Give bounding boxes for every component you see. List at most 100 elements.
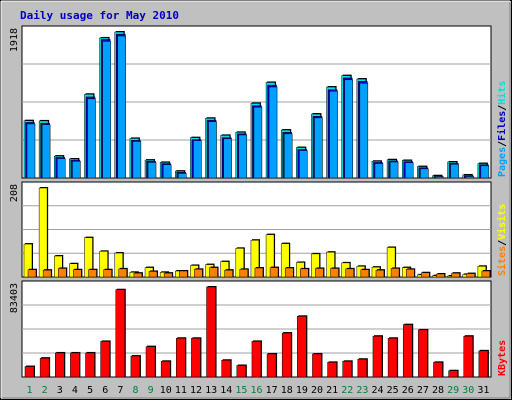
x-label-day-23: 23 — [356, 385, 368, 396]
kbytes-bar-day-27 — [418, 329, 428, 378]
kbytes-bar-day-7 — [115, 289, 126, 378]
pages-bar-day-14 — [223, 138, 232, 179]
kbytes-bar-day-4 — [70, 352, 80, 378]
x-label-day-17: 17 — [266, 385, 278, 396]
sites-bar-day-26 — [405, 269, 415, 278]
sites-bar-day-9 — [148, 271, 158, 278]
panel-0-legend: Pages/Files/Hits — [496, 81, 508, 177]
legend-visits: Visits — [496, 204, 508, 240]
x-label-day-10: 10 — [160, 385, 172, 396]
x-label-day-14: 14 — [220, 385, 232, 396]
kbytes-bar-day-5 — [85, 352, 95, 378]
pages-bar-day-20 — [314, 117, 323, 179]
kbytes-bar-day-20 — [312, 353, 322, 378]
pages-bar-day-5 — [87, 98, 96, 179]
kbytes-bar-day-28 — [433, 362, 443, 378]
pages-bar-day-22 — [344, 79, 353, 179]
pages-bar-day-6 — [102, 41, 111, 179]
kbytes-bar-day-9 — [145, 346, 156, 378]
kbytes-bar-day-18 — [281, 332, 292, 378]
kbytes-bar-day-26 — [402, 324, 413, 378]
kbytes-bar-day-12 — [191, 338, 201, 378]
pages-bar-day-31 — [480, 165, 490, 179]
pages-bar-day-3 — [57, 158, 66, 179]
sites-bar-day-2 — [42, 269, 52, 278]
sites-bar-day-19 — [300, 268, 309, 278]
x-label-day-5: 5 — [87, 385, 93, 396]
x-label-day-19: 19 — [296, 385, 308, 396]
kbytes-bar-day-23 — [357, 358, 368, 378]
sites-bar-day-4 — [73, 269, 82, 278]
legend-separator: / — [497, 240, 508, 246]
sites-bar-day-25 — [390, 268, 400, 278]
kbytes-bar-day-14 — [221, 360, 231, 378]
legend-pages: Pages — [497, 147, 508, 177]
chart-title: Daily usage for May 2010 — [20, 9, 179, 22]
sites-bar-day-12 — [194, 269, 203, 278]
pages-bar-day-18 — [283, 133, 293, 179]
kbytes-bar-day-3 — [55, 352, 65, 378]
sites-bar-day-22 — [345, 268, 354, 278]
pages-bar-day-16 — [253, 106, 263, 179]
panel-2-legend: KBytes — [497, 340, 508, 376]
legend-separator: / — [497, 141, 508, 147]
sites-bar-day-10 — [163, 272, 173, 278]
chart-panels: 1918Pages/Files/Hits208Sites/Visits83403… — [9, 25, 508, 378]
panel-1-ymax-label: 208 — [9, 184, 20, 202]
kbytes-bar-day-13 — [206, 286, 216, 378]
x-label-day-7: 7 — [117, 385, 123, 396]
x-label-day-29: 29 — [447, 385, 459, 396]
x-label-day-27: 27 — [417, 385, 429, 396]
pages-bar-day-19 — [299, 150, 308, 179]
kbytes-bar-day-22 — [342, 361, 352, 378]
legend-kbytes: KBytes — [497, 340, 508, 376]
legend-files: Files — [496, 111, 508, 141]
sites-bar-day-23 — [360, 269, 370, 278]
panel-visits-sites: 208 Sites/Visits — [9, 181, 508, 278]
kbytes-bar-day-21 — [327, 362, 337, 378]
kbytes-bar-day-30 — [463, 335, 473, 378]
x-label-day-21: 21 — [326, 385, 338, 396]
pages-bar-day-1 — [26, 123, 36, 179]
pages-bar-day-7 — [117, 35, 127, 179]
sites-bar-day-13 — [209, 267, 218, 278]
pages-bar-day-10 — [162, 164, 172, 179]
x-label-day-22: 22 — [341, 385, 353, 396]
sites-bar-day-17 — [269, 267, 279, 278]
x-label-day-1: 1 — [27, 385, 33, 396]
x-label-day-24: 24 — [372, 385, 384, 396]
pages-bar-day-4 — [72, 161, 81, 179]
kbytes-bar-day-19 — [297, 316, 307, 378]
pages-bar-day-26 — [404, 162, 414, 179]
pages-bar-day-29 — [450, 164, 459, 179]
pages-bar-day-21 — [329, 90, 338, 179]
sites-bar-day-16 — [254, 267, 264, 278]
x-label-day-18: 18 — [281, 385, 293, 396]
x-label-day-20: 20 — [311, 385, 323, 396]
sites-bar-day-15 — [239, 269, 249, 278]
kbytes-bar-day-6 — [100, 341, 110, 378]
x-label-day-30: 30 — [462, 385, 474, 396]
sites-bar-day-29 — [451, 272, 460, 278]
pages-bar-day-27 — [420, 168, 429, 179]
sites-bar-day-11 — [179, 270, 188, 278]
panel-kbytes: 83403 KBytes — [9, 280, 508, 378]
kbytes-bar-day-2 — [39, 357, 50, 378]
x-label-day-9: 9 — [148, 385, 154, 396]
x-label-day-31: 31 — [477, 385, 489, 396]
sites-bar-day-27 — [421, 272, 430, 278]
kbytes-bar-day-29 — [448, 370, 458, 378]
sites-bar-day-6 — [103, 269, 112, 278]
sites-bar-day-18 — [284, 267, 294, 278]
pages-bar-day-11 — [178, 173, 187, 179]
sites-bar-day-31 — [481, 270, 491, 278]
pages-bar-day-15 — [238, 134, 248, 179]
sites-bar-day-20 — [315, 268, 324, 278]
x-label-day-4: 4 — [72, 385, 78, 396]
kbytes-bar-day-31 — [478, 350, 489, 378]
pages-bar-day-2 — [41, 124, 51, 179]
kbytes-bar-day-25 — [387, 338, 398, 378]
sites-bar-day-30 — [466, 273, 475, 278]
